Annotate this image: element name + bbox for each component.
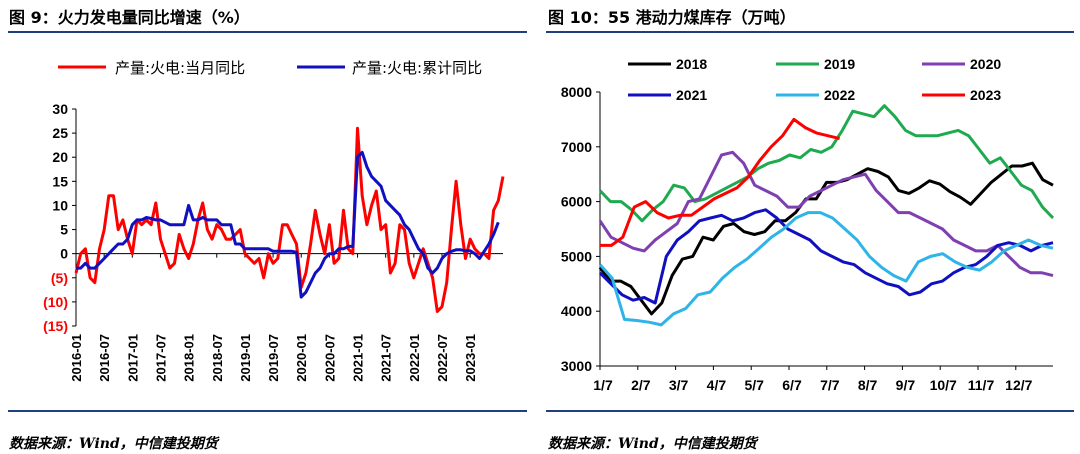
right-legend-label: 2021 [676, 87, 707, 103]
right-x-tick-label: 2/7 [631, 377, 651, 393]
left-bottom-rule [8, 410, 527, 412]
right-title-rule [546, 31, 1074, 33]
left-y-tick-label: (15) [43, 318, 68, 334]
right-x-tick-label: 3/7 [669, 377, 689, 393]
right-series-line-2019 [598, 104, 1055, 223]
right-x-tick-label: 7/7 [820, 377, 840, 393]
left-series-monthly-line [74, 126, 505, 313]
left-x-tick-label: 2018-01 [182, 334, 197, 382]
left-title-rule [8, 31, 527, 33]
right-legend-label: 2020 [970, 56, 1001, 72]
left-chart: 30 25 20 15 10 5 0 (5) (10) (15)2016-01 2016-07 201… [43, 59, 505, 382]
right-legend-label: 2018 [676, 56, 707, 72]
right-y-tick-label: 5000 [561, 248, 592, 264]
left-y-tick-label: 15 [52, 173, 68, 189]
right-bottom-rule [546, 410, 1074, 412]
left-x-tick-label: 2018-07 [210, 334, 225, 382]
right-series-line-2020 [598, 150, 1054, 278]
left-x-tick-label: 2016-07 [97, 334, 112, 382]
left-legend-label: 产量:火电:当月同比 [115, 59, 245, 77]
right-series-line-2018 [598, 161, 1054, 316]
right-legend-label: 2019 [824, 56, 855, 72]
right-x-tick-label: 6/7 [782, 377, 802, 393]
right-y-tick-label: 8000 [561, 84, 592, 100]
right-x-tick-label: 11/7 [968, 377, 995, 393]
right-x-tick-label: 8/7 [858, 377, 878, 393]
right-source: 数据来源：Wind，中信建投期货 [548, 436, 757, 452]
left-series-cumulative-line [76, 150, 500, 299]
right-legend-label: 2022 [824, 87, 855, 103]
left-y-tick-label: 0 [60, 246, 68, 262]
right-y-tick-label: 6000 [561, 194, 592, 210]
right-chart-title: 图 10：55 港动力煤库存（万吨） [548, 8, 796, 27]
left-x-tick-label: 2022-07 [435, 334, 450, 382]
right-x-tick-label: 5/7 [744, 377, 764, 393]
left-x-tick-label: 2019-07 [266, 334, 281, 382]
right-x-tick-label: 10/7 [930, 377, 957, 393]
right-y-tick-label: 3000 [561, 358, 592, 374]
left-x-tick-label: 2019-01 [238, 334, 253, 382]
right-x-tick-label: 12/7 [1005, 377, 1032, 393]
right-series-line-2023 [600, 117, 840, 247]
right-series-line-2021 [598, 208, 1054, 305]
right-y-tick-label: 7000 [561, 139, 592, 155]
left-x-tick-label: 2017-01 [125, 334, 140, 382]
left-x-tick-label: 2020-01 [294, 334, 309, 382]
left-x-tick-label: 2016-01 [69, 334, 84, 382]
right-x-tick-label: 1/7 [593, 377, 613, 393]
left-y-tick-label: (5) [51, 270, 68, 286]
left-chart-title: 图 9：火力发电量同比增速（%） [9, 8, 250, 27]
right-chart: 3000 4000 5000 6000 7000 8000 1/7 2/7 3/7 4/7 5/7 6… [561, 56, 1055, 393]
left-x-tick-label: 2022-01 [407, 334, 422, 382]
right-x-tick-label: 4/7 [707, 377, 727, 393]
right-legend-label: 2023 [970, 87, 1001, 103]
right-series-line-2022 [598, 211, 1054, 327]
left-y-tick-label: (10) [43, 294, 68, 310]
left-x-tick-label: 2017-07 [153, 334, 168, 382]
left-y-tick-label: 30 [52, 101, 68, 117]
left-x-tick-label: 2020-07 [322, 334, 337, 382]
left-x-tick-label: 2021-01 [351, 334, 366, 382]
right-x-tick-label: 9/7 [896, 377, 916, 393]
left-y-tick-label: 20 [52, 149, 68, 165]
left-source: 数据来源：Wind，中信建投期货 [9, 436, 218, 452]
left-y-tick-label: 5 [60, 222, 68, 238]
left-legend-label: 产量:火电:累计同比 [352, 59, 482, 77]
right-y-tick-label: 4000 [561, 303, 592, 319]
left-x-tick-label: 2021-07 [379, 334, 394, 382]
left-x-tick-label: 2023-01 [463, 334, 478, 382]
left-y-tick-label: 10 [52, 197, 68, 213]
left-y-tick-label: 25 [52, 125, 68, 141]
